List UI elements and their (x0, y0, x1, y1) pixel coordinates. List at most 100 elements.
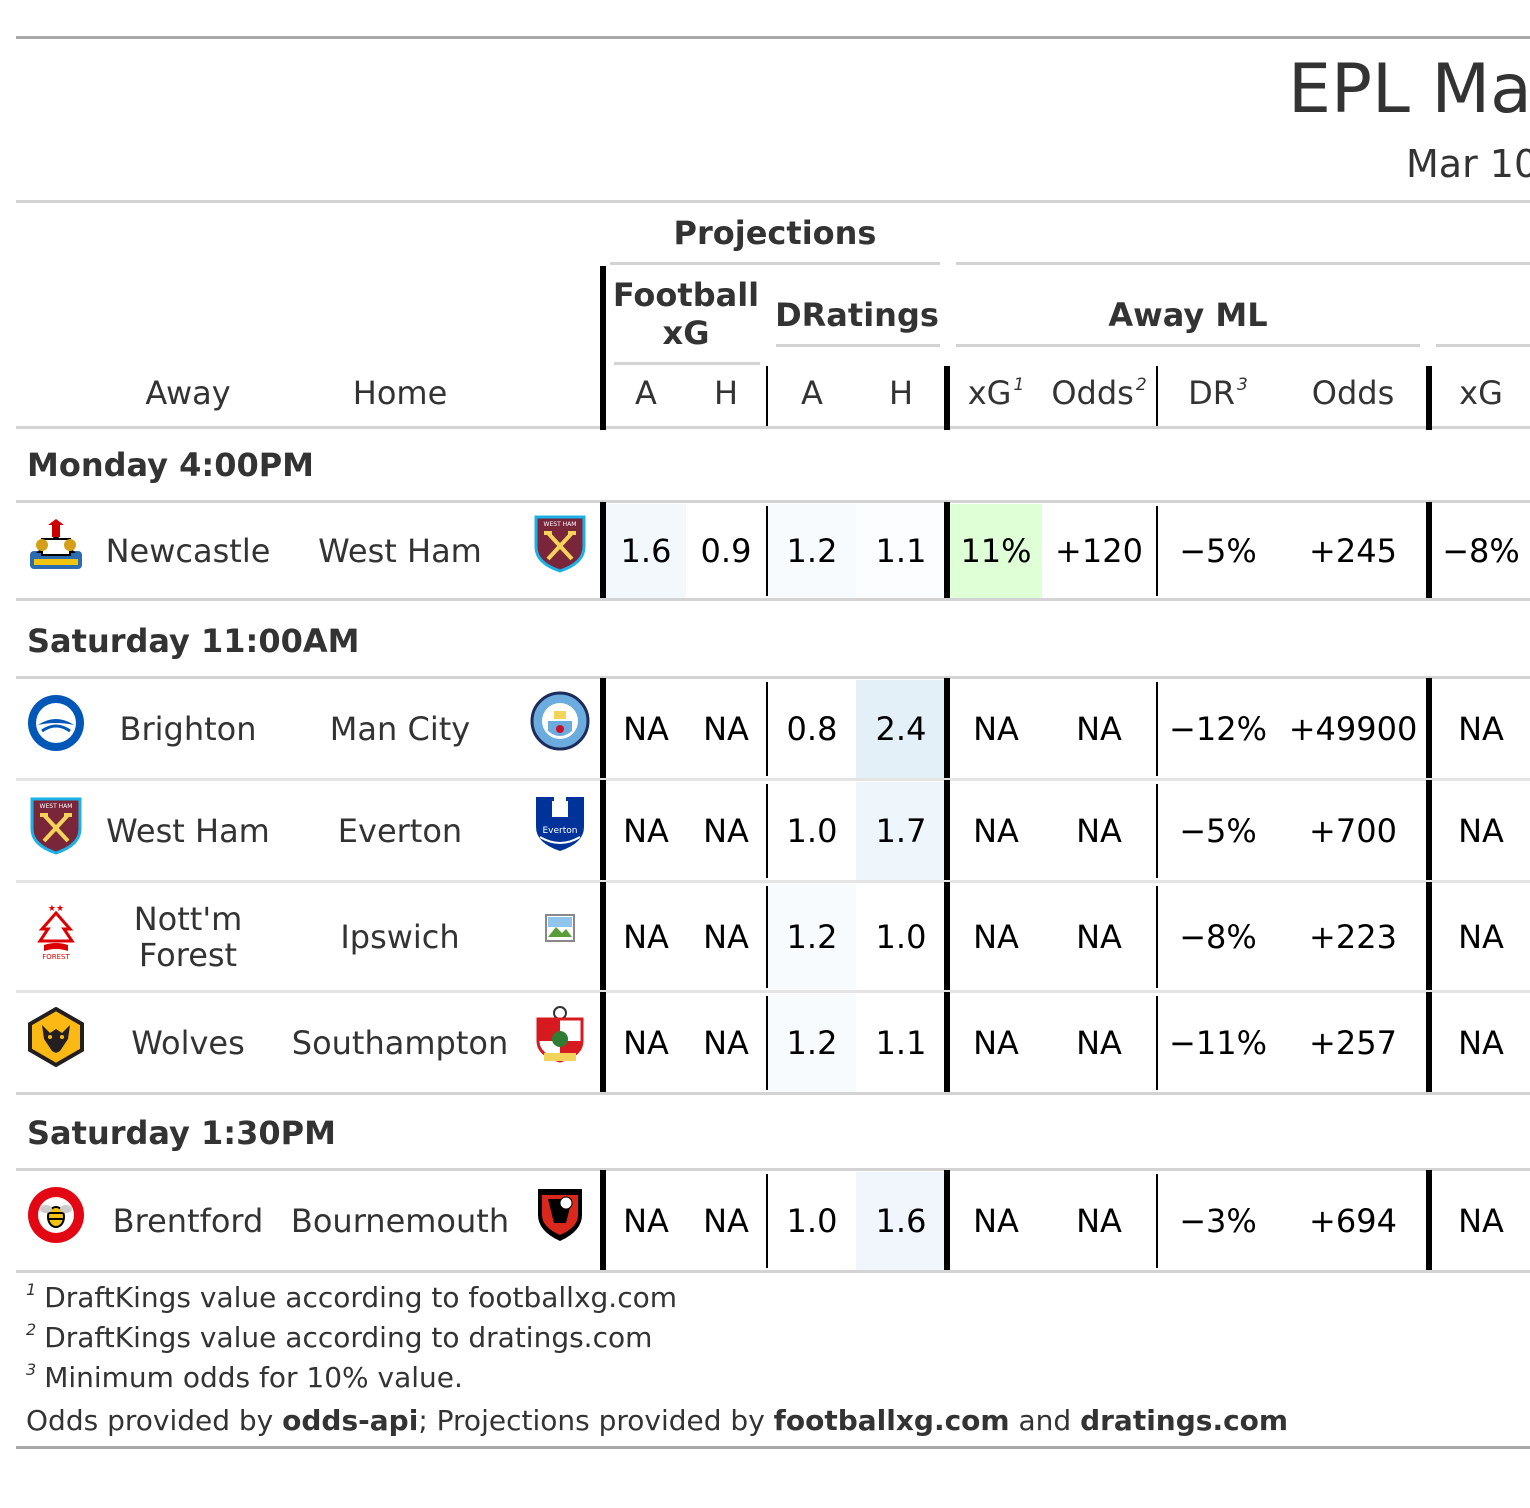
spanner-football-xg: Football xG (612, 276, 760, 352)
cell-ml-dr: −3% (1179, 1202, 1257, 1240)
wolves-crest-icon (26, 1006, 86, 1068)
cell-ml-xg: 11% (950, 504, 1042, 598)
thick-sep-next (1426, 502, 1432, 600)
thin-sep-ml-odds-dr (1156, 886, 1158, 988)
cell-ml-dr: −5% (1179, 812, 1257, 850)
cell-ml-min-odds: +245 (1309, 532, 1397, 570)
cell-ml-odds: NA (1076, 1202, 1122, 1240)
cell-ml-dr: −12% (1169, 710, 1267, 748)
col-ml-odds: Odds 2 (1051, 374, 1147, 412)
source-odds-api: odds-api (282, 1404, 419, 1437)
cell-dr-a: 0.8 (786, 710, 838, 748)
brighton-crest-icon (26, 693, 86, 753)
cell-ml-odds: NA (1076, 812, 1122, 850)
cell-fxg-a: NA (623, 1202, 669, 1240)
thick-sep-away-ml (944, 502, 950, 600)
row-rule (16, 880, 1530, 883)
source-dratings: dratings.com (1080, 1404, 1289, 1437)
col-ml-min-odds: Odds (1311, 374, 1395, 412)
col-dr-a: A (801, 374, 823, 412)
thin-sep-ml-odds-dr (1156, 996, 1158, 1090)
col-fxg-a: A (635, 374, 657, 412)
cell-ml-min-odds: +223 (1309, 918, 1397, 956)
cell-next-xg: −8% (1442, 532, 1520, 570)
spanner-dratings-rule (776, 344, 940, 347)
col-ml-xg: xG 1 (967, 374, 1025, 412)
thick-sep-projections (600, 502, 606, 600)
away-team-name: Brighton (119, 710, 257, 748)
man-city-crest-icon (530, 691, 590, 751)
cell-dr-h: 1.7 (856, 782, 946, 880)
cell-fxg-h: NA (703, 812, 749, 850)
spanner-away-ml-rule (956, 344, 1420, 347)
col-home: Home (352, 374, 448, 412)
svg-text:WEST HAM: WEST HAM (544, 521, 577, 528)
cell-ml-min-odds: +694 (1309, 1202, 1397, 1240)
cell-fxg-a: NA (623, 812, 669, 850)
cell-ml-xg: NA (973, 918, 1019, 956)
cell-ml-xg: NA (973, 1024, 1019, 1062)
thin-sep-ml-odds-dr (1156, 506, 1158, 596)
thick-sep-away-ml (944, 1170, 950, 1272)
home-team-name: Ipswich (340, 918, 460, 956)
cell-dr-h: 2.4 (856, 680, 946, 778)
cell-ml-dr: −8% (1179, 918, 1257, 956)
thin-sep-fxg-dr (766, 1174, 768, 1268)
home-team-name: Southampton (291, 1024, 509, 1062)
title-rule (16, 200, 1530, 203)
cell-fxg-h: NA (703, 710, 749, 748)
cell-ml-xg: NA (973, 710, 1019, 748)
header-bottom-rule (16, 426, 1530, 429)
row-rule (16, 1092, 1530, 1095)
hdr-sep-ml-odds-dr (1156, 366, 1158, 426)
spanner-projections: Projections (673, 214, 877, 252)
brentford-crest-icon (26, 1185, 86, 1245)
svg-text:★★: ★★ (48, 904, 64, 914)
thick-sep-next (1426, 366, 1432, 430)
spanner-right-rule (956, 262, 1530, 265)
everton-crest-icon: Everton (530, 793, 590, 853)
thick-sep-projections (600, 992, 606, 1094)
thick-sep-projections (600, 780, 606, 882)
cell-next-xg: NA (1458, 1024, 1504, 1062)
group-rule (16, 676, 1530, 679)
cell-dr-a: 1.0 (786, 812, 838, 850)
thick-sep-projections (600, 882, 606, 992)
footnote-1: 1 DraftKings value according to footballx… (26, 1280, 678, 1314)
cell-ml-odds: NA (1076, 710, 1122, 748)
cell-dr-h: 1.1 (856, 504, 946, 598)
cell-ml-odds: NA (1076, 1024, 1122, 1062)
thick-sep-next (1426, 780, 1432, 882)
cell-dr-h: 1.0 (875, 918, 927, 956)
thick-sep-away-ml (944, 780, 950, 882)
cell-ml-min-odds: +257 (1309, 1024, 1397, 1062)
svg-text:Everton: Everton (543, 826, 578, 836)
cell-dr-a: 1.2 (768, 504, 856, 598)
forest-crest-icon: ★★ FOREST (26, 901, 86, 961)
thin-sep-fxg-dr (766, 506, 768, 596)
cell-fxg-h: NA (703, 918, 749, 956)
away-team-name: Wolves (131, 1024, 245, 1062)
thick-sep-projections (600, 1170, 606, 1272)
spanner-dratings: DRatings (775, 296, 939, 334)
west-ham-crest-icon: WEST HAM (530, 513, 590, 573)
svg-text:FOREST: FOREST (42, 953, 70, 961)
cell-fxg-h: 0.9 (700, 532, 752, 570)
thin-sep-fxg-dr (766, 886, 768, 988)
newcastle-crest-icon (26, 515, 86, 575)
bournemouth-crest-icon (530, 1183, 590, 1243)
group-label: Saturday 11:00AM (27, 622, 360, 660)
footnote-3: 3 Minimum odds for 10% value. (26, 1360, 463, 1394)
cell-ml-xg: NA (973, 1202, 1019, 1240)
col-away: Away (145, 374, 231, 412)
source-note: Odds provided by odds-api; Projections p… (26, 1404, 1289, 1437)
southampton-crest-icon (530, 1005, 590, 1065)
away-team-name: Nott'm Forest (133, 900, 243, 974)
west-ham-crest-icon: WEST HAM (26, 795, 86, 855)
cell-ml-min-odds: +49900 (1288, 710, 1418, 748)
thick-sep-projections (600, 266, 606, 430)
spanner-away-ml: Away ML (1108, 296, 1268, 334)
cell-fxg-a: NA (623, 1024, 669, 1062)
thin-sep-fxg-dr (766, 682, 768, 776)
thick-sep-next (1426, 992, 1432, 1094)
